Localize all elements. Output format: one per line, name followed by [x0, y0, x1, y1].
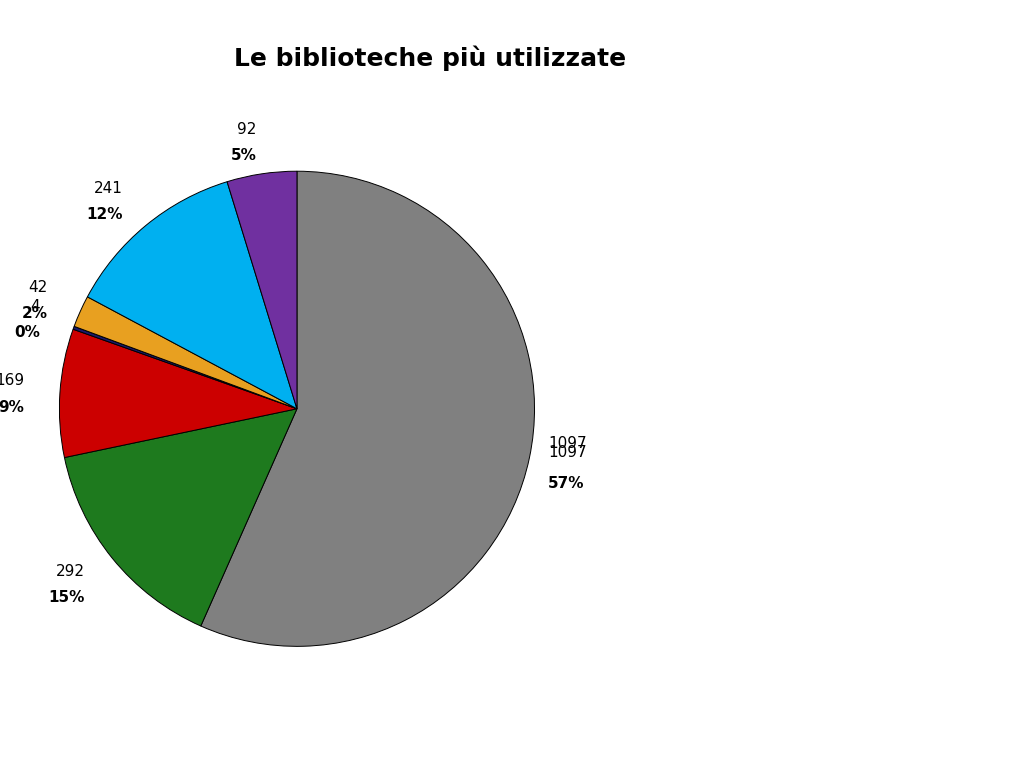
Text: 1097: 1097 — [548, 436, 587, 469]
Wedge shape — [74, 297, 297, 409]
Text: 0%: 0% — [14, 325, 40, 340]
Wedge shape — [59, 329, 297, 457]
Text: 2%: 2% — [22, 306, 48, 321]
Text: 1097: 1097 — [548, 445, 587, 459]
Text: 292: 292 — [55, 564, 85, 578]
Wedge shape — [227, 171, 297, 409]
Text: 169: 169 — [0, 373, 25, 388]
Legend: Sede Centrale della BdA (ed.
U6), Sede di Scienze della BdA
(ed. U2), Sede di Me: Sede Centrale della BdA (ed. U6), Sede d… — [591, 236, 844, 559]
Text: 4: 4 — [31, 299, 40, 313]
Wedge shape — [73, 326, 297, 409]
Text: 12%: 12% — [87, 207, 123, 222]
Text: 15%: 15% — [48, 590, 85, 605]
Text: 42: 42 — [29, 280, 48, 294]
Text: 92: 92 — [237, 122, 256, 136]
Wedge shape — [201, 171, 535, 646]
Text: 241: 241 — [94, 181, 123, 196]
Text: 9%: 9% — [0, 400, 25, 415]
Text: Le biblioteche più utilizzate: Le biblioteche più utilizzate — [234, 45, 626, 71]
Text: 57%: 57% — [548, 475, 585, 491]
Text: 5%: 5% — [230, 148, 256, 163]
Wedge shape — [65, 409, 297, 626]
Wedge shape — [87, 182, 297, 409]
